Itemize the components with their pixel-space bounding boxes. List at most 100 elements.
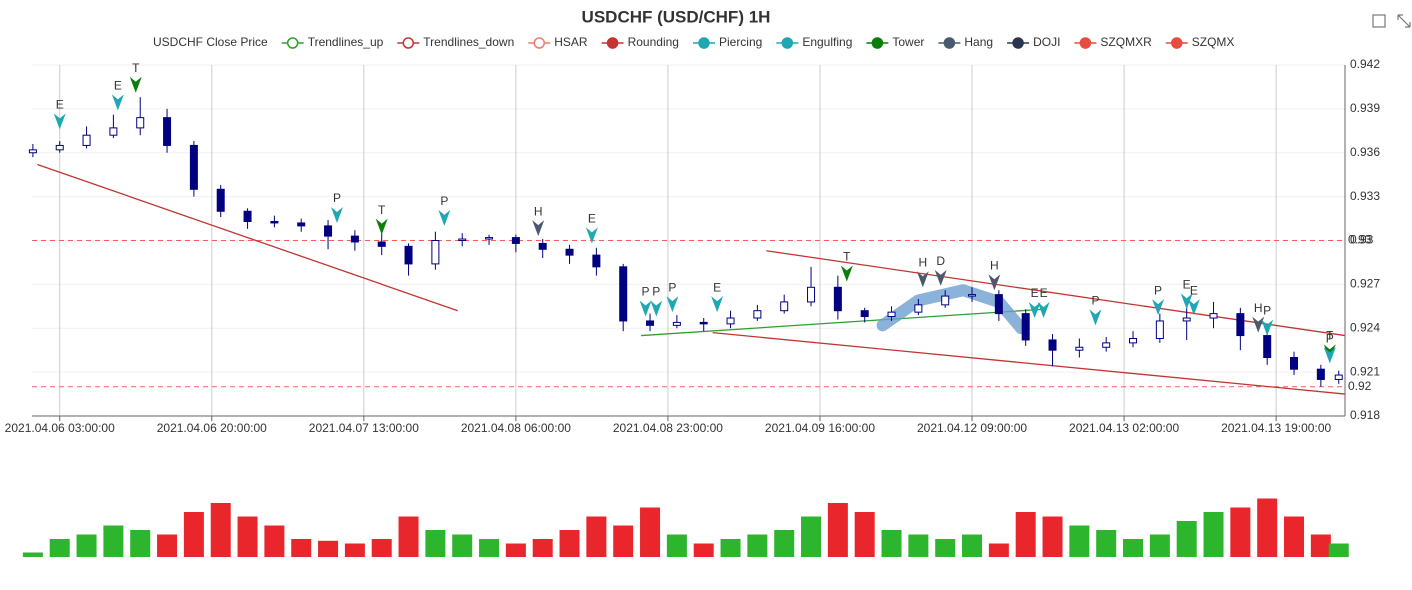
volume-bar xyxy=(1149,534,1170,557)
candle-body xyxy=(1290,357,1299,370)
candle-body xyxy=(216,188,225,212)
volume-bar xyxy=(479,539,500,557)
volume-bar xyxy=(22,552,43,557)
candle-body xyxy=(753,310,762,319)
zoom-icon[interactable] xyxy=(1372,14,1386,28)
candle-body xyxy=(914,304,923,313)
volume-bar xyxy=(532,539,553,557)
candle-body xyxy=(297,222,306,227)
legend: USDCHF Close Price Trendlines_up Trendline… xyxy=(153,35,1234,49)
trendline xyxy=(712,331,1346,395)
legend-label: Tower xyxy=(892,35,924,49)
candle-body xyxy=(968,294,977,297)
y-tick-label: 0.927 xyxy=(1350,277,1380,291)
candle-body xyxy=(994,294,1003,315)
candle-body xyxy=(431,240,440,265)
legend-label: Hang xyxy=(964,35,993,49)
y-tick-label: 0.924 xyxy=(1350,320,1380,334)
pattern-marker xyxy=(53,113,66,130)
candle-body xyxy=(941,295,950,306)
x-tick-label: 2021.04.13 02:00:00 xyxy=(1069,421,1179,435)
trendline xyxy=(766,250,1346,337)
candle-body xyxy=(887,311,896,318)
volume-bar xyxy=(237,516,258,557)
candle-body xyxy=(1129,337,1138,344)
candle-body xyxy=(1102,342,1111,348)
pattern-marker xyxy=(129,76,142,93)
pattern-marker xyxy=(1252,316,1265,333)
y-tick-label: 0.93 xyxy=(1350,233,1374,247)
candle-body xyxy=(1209,313,1218,319)
legend-icon xyxy=(1171,37,1183,49)
volume-bar xyxy=(988,543,1009,557)
volume-bar xyxy=(586,516,607,557)
volume-bar xyxy=(854,512,875,557)
volume-bar xyxy=(801,516,822,557)
volume-bar xyxy=(76,534,97,557)
marker-label: E xyxy=(114,79,122,93)
y-tick-label: 0.921 xyxy=(1350,364,1380,378)
candle-body xyxy=(28,149,37,154)
x-tick-label: 2021.04.08 23:00:00 xyxy=(613,421,723,435)
marker-label: E xyxy=(1190,283,1198,297)
volume-bar xyxy=(1015,512,1036,557)
legend-label: Piercing xyxy=(719,35,762,49)
trendline xyxy=(641,308,1044,337)
volume-bar xyxy=(210,503,231,557)
volume-bar xyxy=(1310,534,1331,557)
volume-bar xyxy=(1096,530,1117,557)
y-tick-label: 0.936 xyxy=(1350,145,1380,159)
volume-bar xyxy=(371,539,392,557)
legend-icon xyxy=(1079,37,1092,49)
marker-label: E xyxy=(56,98,64,112)
candle-body xyxy=(833,286,842,312)
pattern-marker xyxy=(934,269,947,286)
volume-bar xyxy=(103,525,124,557)
x-tick-label: 2021.04.07 13:00:00 xyxy=(309,421,419,435)
pattern-marker xyxy=(330,206,343,223)
legend-icon xyxy=(1012,37,1024,49)
y-tick-label: 0.939 xyxy=(1350,101,1380,115)
volume-bar xyxy=(157,534,178,557)
pattern-marker xyxy=(585,227,598,244)
candle-body xyxy=(350,235,359,243)
pattern-marker xyxy=(375,218,388,235)
marker-label: H xyxy=(534,204,543,218)
volume-bar xyxy=(183,512,204,557)
y-tick-label: 0.933 xyxy=(1350,189,1380,203)
reference-label: 0.92 xyxy=(1348,379,1372,393)
pattern-marker xyxy=(1152,299,1165,316)
candle-body xyxy=(324,225,333,237)
restore-icon[interactable] xyxy=(1397,14,1411,28)
volume-bar xyxy=(1284,516,1305,557)
pattern-marker xyxy=(666,296,679,313)
marker-label: P xyxy=(333,191,341,205)
candle-body xyxy=(1316,368,1325,380)
legend-label: HSAR xyxy=(554,35,588,49)
volume-bar xyxy=(344,543,365,557)
candle-body xyxy=(1236,313,1245,337)
candle-body xyxy=(592,254,601,268)
legend-label: Trendlines_down xyxy=(423,35,514,49)
rounding-pattern xyxy=(876,284,1028,335)
candle-body xyxy=(807,286,816,303)
candle-body xyxy=(1048,339,1057,351)
candle-body xyxy=(55,144,64,151)
volume-bar xyxy=(1069,525,1090,557)
marker-label: T xyxy=(843,250,851,264)
candle-body xyxy=(672,321,681,326)
pattern-marker xyxy=(711,296,724,313)
marker-label: P xyxy=(642,285,650,299)
x-tick-label: 2021.04.13 19:00:00 xyxy=(1221,421,1331,435)
candle-body xyxy=(485,237,494,240)
toolbox[interactable] xyxy=(1372,14,1411,28)
volume-bar xyxy=(398,516,419,557)
candle-body xyxy=(82,134,91,146)
pattern-marker xyxy=(532,220,545,237)
volume-bar xyxy=(1176,521,1197,557)
marker-label: D xyxy=(936,254,945,268)
volume-bar xyxy=(318,540,339,557)
candle-body xyxy=(511,237,520,244)
